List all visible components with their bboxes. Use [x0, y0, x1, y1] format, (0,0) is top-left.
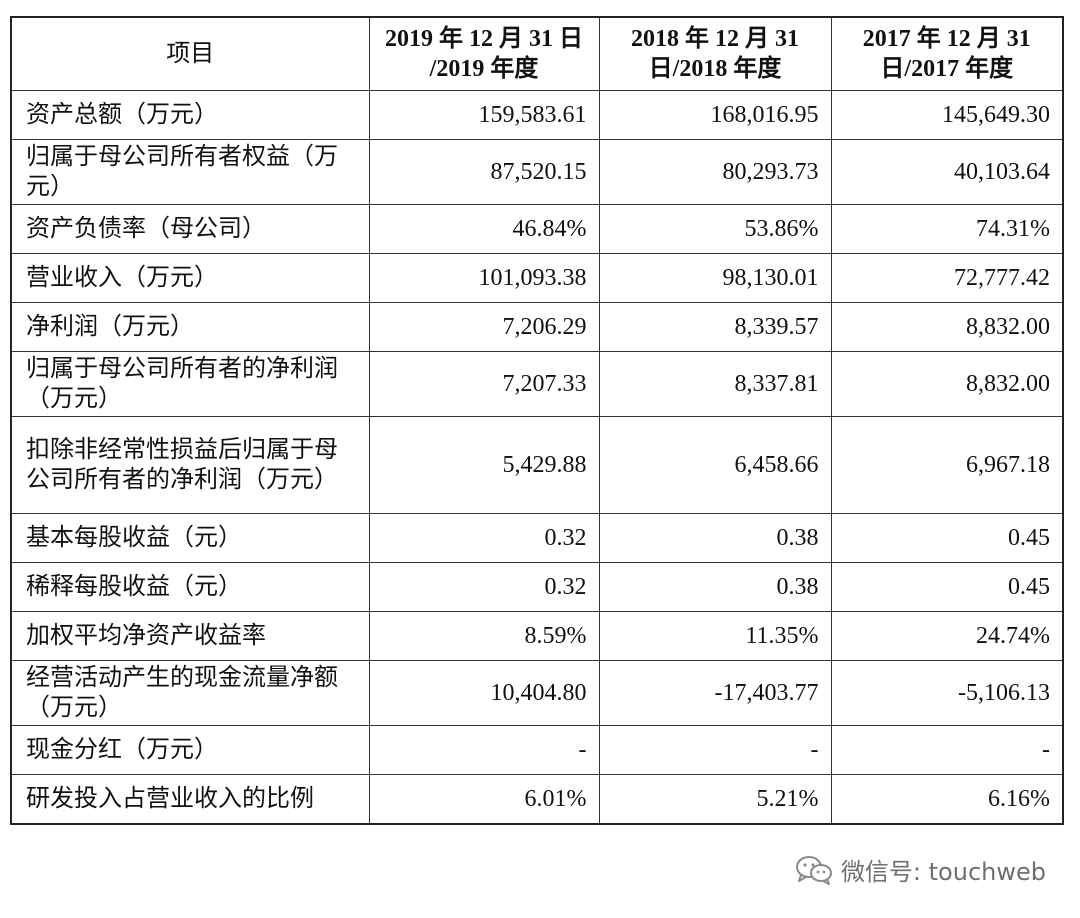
cell-2019: 10,404.80 — [368, 660, 600, 726]
header-item: 项目 — [10, 16, 370, 91]
cell-2017: 8,832.00 — [830, 351, 1064, 417]
table-row: 基本每股收益（元） 0.32 0.38 0.45 — [10, 513, 1064, 563]
table-row: 资产总额（万元） 159,583.61 168,016.95 145,649.3… — [10, 90, 1064, 140]
row-label: 加权平均净资产收益率 — [10, 611, 370, 661]
table-header-row: 项目 2019 年 12 月 31 日 /2019 年度 2018 年 12 月… — [10, 16, 1064, 91]
cell-2018: 8,337.81 — [598, 351, 832, 417]
table-row: 归属于母公司所有者的净利润（万元） 7,207.33 8,337.81 8,83… — [10, 351, 1064, 417]
table-row: 研发投入占营业收入的比例 6.01% 5.21% 6.16% — [10, 774, 1064, 825]
cell-2018: 6,458.66 — [598, 416, 832, 514]
cell-2018: 80,293.73 — [598, 139, 832, 205]
cell-2018: 5.21% — [598, 774, 832, 825]
cell-2017: -5,106.13 — [830, 660, 1064, 726]
cell-2019: 5,429.88 — [368, 416, 600, 514]
cell-2017: - — [830, 725, 1064, 775]
cell-2017: 74.31% — [830, 204, 1064, 254]
cell-2018: 53.86% — [598, 204, 832, 254]
cell-2019: 7,206.29 — [368, 302, 600, 352]
row-label: 基本每股收益（元） — [10, 513, 370, 563]
cell-2019: 46.84% — [368, 204, 600, 254]
financial-summary-table: 项目 2019 年 12 月 31 日 /2019 年度 2018 年 12 月… — [10, 16, 1064, 825]
row-label: 营业收入（万元） — [10, 253, 370, 303]
row-label: 归属于母公司所有者的净利润（万元） — [10, 351, 370, 417]
row-label: 经营活动产生的现金流量净额（万元） — [10, 660, 370, 726]
row-label: 扣除非经常性损益后归属于母公司所有者的净利润（万元） — [10, 416, 370, 514]
cell-2019: - — [368, 725, 600, 775]
header-2017: 2017 年 12 月 31 日/2017 年度 — [830, 16, 1064, 91]
row-label: 资产总额（万元） — [10, 90, 370, 140]
row-label: 净利润（万元） — [10, 302, 370, 352]
cell-2019: 0.32 — [368, 562, 600, 612]
cell-2017: 0.45 — [830, 562, 1064, 612]
cell-2017: 6.16% — [830, 774, 1064, 825]
cell-2018: 0.38 — [598, 513, 832, 563]
cell-2019: 0.32 — [368, 513, 600, 563]
table-row: 营业收入（万元） 101,093.38 98,130.01 72,777.42 — [10, 253, 1064, 303]
table-row: 扣除非经常性损益后归属于母公司所有者的净利润（万元） 5,429.88 6,45… — [10, 416, 1064, 514]
header-2019: 2019 年 12 月 31 日 /2019 年度 — [368, 16, 600, 91]
cell-2019: 159,583.61 — [368, 90, 600, 140]
row-label: 归属于母公司所有者权益（万元） — [10, 139, 370, 205]
table-row: 经营活动产生的现金流量净额（万元） 10,404.80 -17,403.77 -… — [10, 660, 1064, 726]
cell-2018: 98,130.01 — [598, 253, 832, 303]
table-row: 归属于母公司所有者权益（万元） 87,520.15 80,293.73 40,1… — [10, 139, 1064, 205]
table-row: 净利润（万元） 7,206.29 8,339.57 8,832.00 — [10, 302, 1064, 352]
cell-2018: 11.35% — [598, 611, 832, 661]
cell-2019: 101,093.38 — [368, 253, 600, 303]
row-label: 资产负债率（母公司） — [10, 204, 370, 254]
row-label: 研发投入占营业收入的比例 — [10, 774, 370, 825]
header-2018: 2018 年 12 月 31 日/2018 年度 — [598, 16, 832, 91]
cell-2017: 6,967.18 — [830, 416, 1064, 514]
row-label: 现金分红（万元） — [10, 725, 370, 775]
cell-2018: 0.38 — [598, 562, 832, 612]
table-row: 加权平均净资产收益率 8.59% 11.35% 24.74% — [10, 611, 1064, 661]
cell-2019: 7,207.33 — [368, 351, 600, 417]
cell-2017: 24.74% — [830, 611, 1064, 661]
cell-2019: 87,520.15 — [368, 139, 600, 205]
cell-2018: 168,016.95 — [598, 90, 832, 140]
table-row: 现金分红（万元） - - - — [10, 725, 1064, 775]
table-row: 资产负债率（母公司） 46.84% 53.86% 74.31% — [10, 204, 1064, 254]
table-row: 稀释每股收益（元） 0.32 0.38 0.45 — [10, 562, 1064, 612]
wechat-watermark: 微信号: touchweb — [795, 852, 1046, 887]
cell-2019: 8.59% — [368, 611, 600, 661]
cell-2017: 8,832.00 — [830, 302, 1064, 352]
wechat-icon — [795, 854, 833, 886]
cell-2019: 6.01% — [368, 774, 600, 825]
financial-summary-table-container: 项目 2019 年 12 月 31 日 /2019 年度 2018 年 12 月… — [10, 16, 1064, 825]
row-label: 稀释每股收益（元） — [10, 562, 370, 612]
cell-2017: 145,649.30 — [830, 90, 1064, 140]
watermark-text: 微信号: touchweb — [840, 858, 1046, 886]
cell-2017: 40,103.64 — [830, 139, 1064, 205]
cell-2017: 72,777.42 — [830, 253, 1064, 303]
cell-2018: -17,403.77 — [598, 660, 832, 726]
cell-2018: 8,339.57 — [598, 302, 832, 352]
cell-2018: - — [598, 725, 832, 775]
cell-2017: 0.45 — [830, 513, 1064, 563]
